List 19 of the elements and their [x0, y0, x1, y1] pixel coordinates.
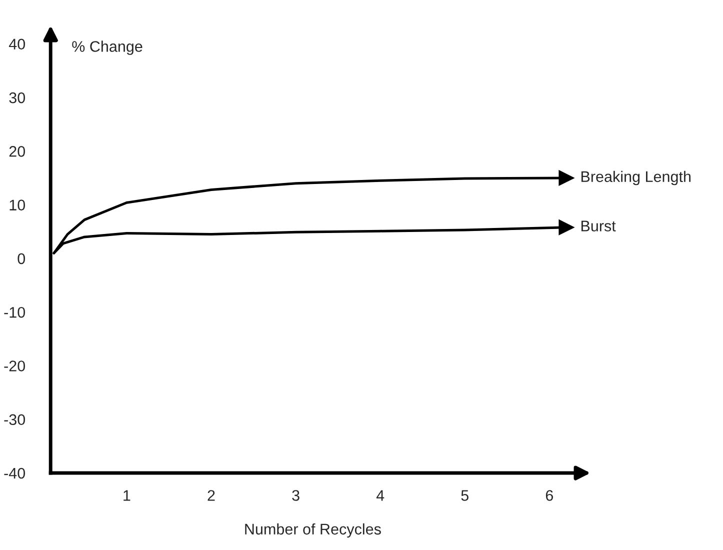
series-label: Burst	[581, 220, 616, 232]
y-tick-label: 30	[9, 92, 26, 104]
y-tick-label: 0	[18, 253, 26, 264]
y-tick-label: -30	[4, 414, 26, 426]
y-tick-label: -10	[4, 306, 26, 318]
x-tick-label: 4	[376, 490, 384, 501]
series-label: Breaking Length	[581, 170, 690, 186]
y-tick-label: -40	[4, 468, 26, 479]
y-tick-label: 20	[9, 146, 26, 157]
y-axis-title: % Change	[72, 40, 142, 55]
x-tick-label: 3	[292, 490, 300, 501]
x-tick-label: 5	[461, 490, 468, 501]
x-tick-label: 1	[124, 490, 130, 501]
y-tick-label: 10	[10, 200, 26, 210]
x-tick-label: 2	[208, 490, 215, 501]
x-tick-label: 6	[546, 490, 553, 501]
y-tick-label: -20	[4, 360, 26, 372]
x-axis-title: Number of Recycles	[245, 523, 381, 538]
y-tick-label: 40	[8, 38, 26, 50]
